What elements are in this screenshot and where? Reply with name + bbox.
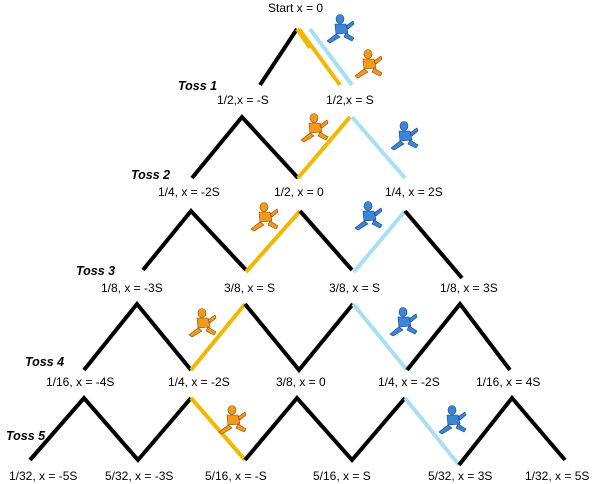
toss-label-2: Toss 2: [131, 168, 170, 182]
start-label: Start x = 0: [268, 1, 323, 15]
outcome-label: 3/8, x = S: [224, 281, 275, 295]
outcome-label: 1/32, x = 5S: [525, 469, 589, 483]
toss-label-3: Toss 3: [76, 264, 115, 278]
outcome-label: 1/16, x = 4S: [476, 375, 540, 389]
path-lines: [28, 27, 567, 467]
outcome-label: 1/8, x = 3S: [440, 281, 498, 295]
outcome-label: 1/2,x = -S: [217, 93, 269, 107]
path-row-2: [141, 207, 248, 272]
walking-person-icon: [354, 49, 383, 79]
path-row-1: [190, 113, 300, 180]
path-row-4: [28, 394, 193, 464]
path-row-2c: [403, 209, 464, 280]
outcome-label: 3/8, x = S: [329, 281, 380, 295]
outcome-label: 5/32, x = 3S: [428, 469, 492, 483]
path-highlight-blue-3: [352, 209, 407, 274]
outcome-label: 1/32, x = -5S: [9, 469, 77, 483]
outcome-label: 1/4, x = -2S: [168, 375, 230, 389]
outcome-label: 1/8, x = -3S: [101, 281, 163, 295]
outcome-label: 5/16, x = -S: [205, 469, 267, 483]
walking-person-icon: [438, 405, 467, 435]
path-row-4b: [243, 394, 407, 464]
path-highlight-orange-3: [244, 209, 302, 274]
path-highlight-blue-5: [403, 396, 461, 467]
path-highlight-orange-4: [189, 302, 247, 372]
toss-label-5: Toss 5: [6, 429, 46, 443]
walking-person-icon: [390, 121, 419, 151]
path-highlight-blue-1: [308, 27, 354, 87]
walking-person-icon: [389, 307, 418, 337]
toss-label-1: Toss 1: [178, 79, 217, 93]
outcome-label: 1/2, x = 0: [274, 185, 324, 199]
path-row-3c: [405, 300, 512, 372]
outcome-label: 1/4, x = -2S: [378, 375, 440, 389]
path-highlight-blue-2: [350, 115, 407, 180]
walking-person-icon: [188, 308, 217, 338]
path-row-3: [82, 300, 193, 372]
path-highlight-orange-1b: [297, 27, 342, 87]
walking-person-icon: [300, 113, 329, 143]
outcome-label: 1/4, x = 2S: [385, 185, 443, 199]
outcome-label: 1/2,x = S: [326, 93, 374, 107]
path-row-4c: [457, 394, 567, 467]
toss-label-4: Toss 4: [25, 355, 64, 369]
path-row-2b: [298, 209, 354, 272]
walking-person-icon: [326, 14, 355, 44]
path-highlight-orange-5: [189, 396, 247, 462]
path-row-3b: [243, 302, 355, 374]
outcome-label: 1/4, x = -2S: [158, 185, 220, 199]
outcome-label: 5/16, x = S: [313, 469, 371, 483]
outcome-label: 1/16, x = -4S: [46, 375, 114, 389]
walking-person-icon: [354, 201, 383, 231]
path-highlight-orange-2: [296, 115, 352, 180]
walkers: [188, 14, 467, 435]
path-highlight-blue-4: [351, 302, 409, 372]
walking-person-icon: [218, 405, 247, 435]
walking-person-icon: [250, 202, 279, 232]
outcome-label: 3/8, x = 0: [276, 375, 326, 389]
path-row-0: [258, 27, 299, 87]
outcome-label: 5/32, x = -3S: [105, 469, 173, 483]
